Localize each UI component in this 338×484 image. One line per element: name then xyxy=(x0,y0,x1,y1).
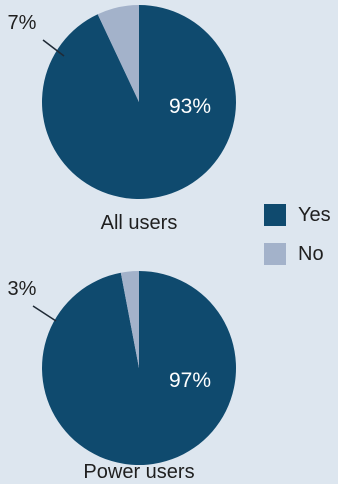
chart-title-all-users: All users xyxy=(101,212,178,234)
pie-slice-yes-power-users xyxy=(42,271,237,465)
pie-slice-no-all-users xyxy=(97,4,139,102)
legend-swatch-yes xyxy=(264,204,286,226)
leader-line-all-users xyxy=(42,39,65,57)
legend: Yes No xyxy=(264,204,338,282)
chart-title-power-users: Power users xyxy=(83,461,194,483)
data-label-no-all-users: 7% xyxy=(8,12,37,34)
legend-item-yes: Yes xyxy=(264,204,338,226)
legend-item-no: No xyxy=(264,243,338,265)
pie-slice-yes-all-users xyxy=(41,5,236,199)
legend-label-no: No xyxy=(298,243,324,265)
pie-slice-no-power-users xyxy=(120,271,139,368)
data-label-yes-power-users: 97% xyxy=(169,369,211,392)
data-label-no-power-users: 3% xyxy=(8,278,37,300)
leader-line-power-users xyxy=(32,305,57,322)
legend-label-yes: Yes xyxy=(298,204,331,226)
legend-swatch-no xyxy=(264,243,286,265)
data-label-yes-all-users: 93% xyxy=(169,95,211,118)
